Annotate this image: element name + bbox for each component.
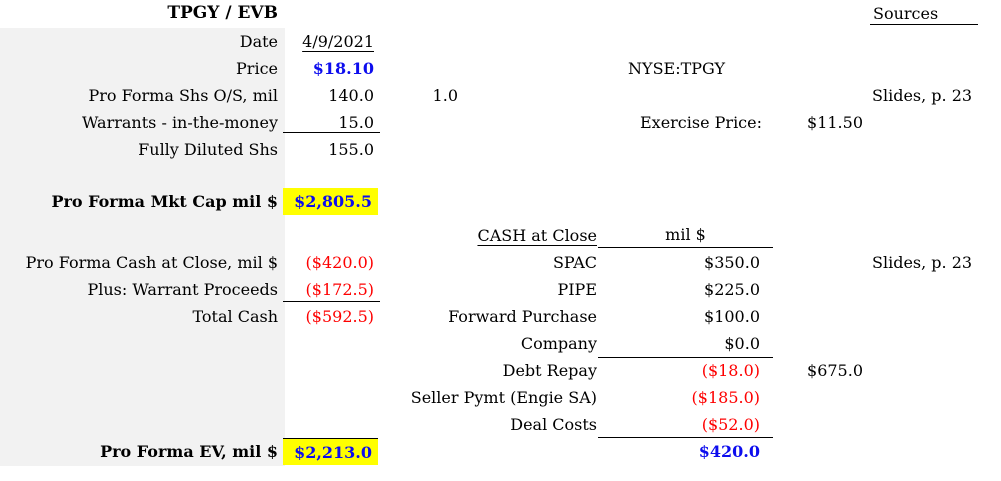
date-label: Date — [239, 32, 278, 51]
total-cash-label: Total Cash — [192, 307, 278, 326]
sum-rule-total-cash — [283, 276, 380, 302]
left-panel-background — [0, 28, 285, 466]
warrants-label: Warrants - in-the-money — [81, 113, 278, 132]
price-value-cell[interactable]: $18.10 — [312, 59, 374, 78]
cash-at-close-header: CASH at Close — [477, 226, 597, 245]
warrant-proceeds-value-cell[interactable]: ($172.5) — [305, 280, 374, 299]
shares-outstanding-label: Pro Forma Shs O/S, mil — [88, 86, 278, 105]
section-rule-uses — [598, 330, 773, 358]
cash-unit-header: mil $ — [598, 222, 773, 248]
sources-header: Sources — [870, 2, 978, 25]
enterprise-value-label: Pro Forma EV, mil $ — [100, 442, 278, 461]
spac-value-cell[interactable]: $350.0 — [704, 253, 760, 272]
ticker-label: NYSE:TPGY — [628, 59, 726, 78]
forward-purchase-value-cell[interactable]: $100.0 — [704, 307, 760, 326]
spac-source-note: Slides, p. 23 — [872, 253, 973, 272]
deal-costs-label: Deal Costs — [510, 415, 597, 434]
shares-outstanding-value-cell[interactable]: 140.0 — [328, 86, 374, 105]
company-value-cell[interactable]: $0.0 — [724, 334, 760, 353]
sum-rule-warrants — [283, 107, 380, 133]
warrants-value-cell[interactable]: 15.0 — [338, 113, 374, 132]
exercise-price-value-cell[interactable]: $11.50 — [807, 113, 863, 132]
pipe-label: PIPE — [557, 280, 597, 299]
fully-diluted-value-cell[interactable]: 155.0 — [328, 140, 374, 159]
seller-payment-label: Seller Pymt (Engie SA) — [410, 388, 597, 407]
market-cap-value-cell[interactable]: $2,805.5 — [283, 188, 378, 215]
seller-payment-value-cell[interactable]: ($185.0) — [691, 388, 760, 407]
exercise-price-label: Exercise Price: — [639, 113, 762, 132]
enterprise-value-cell[interactable]: $2,213.0 — [283, 438, 378, 465]
debt-gross-value-cell[interactable]: $675.0 — [807, 361, 863, 380]
forward-purchase-label: Forward Purchase — [448, 307, 597, 326]
pf-cash-label: Pro Forma Cash at Close, mil $ — [25, 253, 278, 272]
pipe-value-cell[interactable]: $225.0 — [704, 280, 760, 299]
sheet-title: TPGY / EVB — [167, 3, 278, 23]
shares-source-note: Slides, p. 23 — [872, 86, 973, 105]
pf-cash-value-cell[interactable]: ($420.0) — [305, 253, 374, 272]
debt-repay-label: Debt Repay — [502, 361, 597, 380]
deal-costs-value-cell[interactable]: ($52.0) — [701, 415, 760, 434]
date-value-cell[interactable]: 4/9/2021 — [302, 32, 374, 51]
net-cash-total-cell[interactable]: $420.0 — [698, 442, 760, 461]
fully-diluted-label: Fully Diluted Shs — [138, 140, 278, 159]
company-label: Company — [520, 334, 597, 353]
warrant-ratio-cell[interactable]: 1.0 — [432, 86, 458, 105]
debt-repay-value-cell[interactable]: ($18.0) — [701, 361, 760, 380]
market-cap-label: Pro Forma Mkt Cap mil $ — [51, 192, 278, 211]
spac-label: SPAC — [552, 253, 597, 272]
sum-rule-net-cash — [598, 411, 773, 438]
warrant-proceeds-label: Plus: Warrant Proceeds — [87, 280, 278, 299]
price-label: Price — [236, 59, 278, 78]
total-cash-value-cell[interactable]: ($592.5) — [305, 307, 374, 326]
